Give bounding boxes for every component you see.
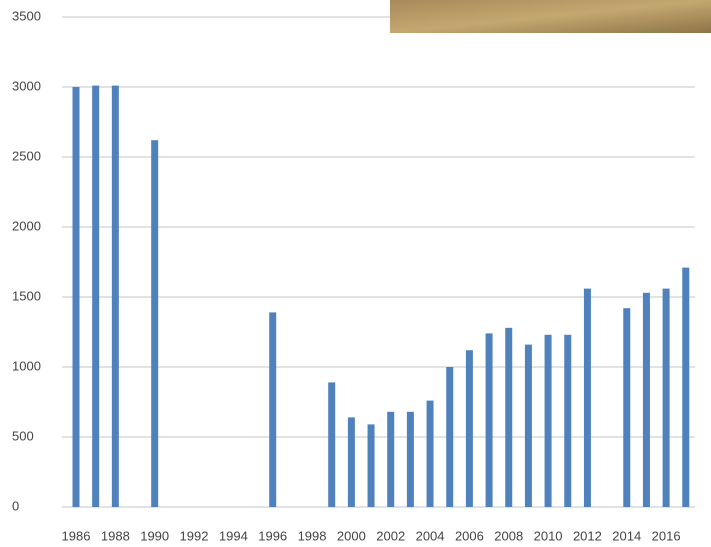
x-tick-label: 2008 <box>494 528 523 543</box>
bar <box>662 288 670 507</box>
bar <box>682 267 690 507</box>
bar <box>446 367 454 507</box>
y-tick-label: 3000 <box>12 78 41 93</box>
x-tick-label: 2004 <box>416 528 445 543</box>
x-tick-label: 1994 <box>219 528 248 543</box>
x-tick-label: 2014 <box>612 528 641 543</box>
bar <box>269 312 277 507</box>
x-tick-label: 2016 <box>652 528 681 543</box>
bar <box>583 288 591 507</box>
bar <box>387 411 395 507</box>
y-tick-label: 1000 <box>12 358 41 373</box>
y-tick-label: 500 <box>12 428 34 443</box>
bar <box>524 344 532 507</box>
x-tick-label: 1986 <box>62 528 91 543</box>
bar <box>544 334 552 507</box>
bar <box>465 350 473 507</box>
bar <box>505 327 513 507</box>
bar <box>328 382 336 507</box>
bar <box>151 140 159 507</box>
x-tick-label: 2002 <box>376 528 405 543</box>
bar <box>485 333 493 507</box>
x-tick-label: 2012 <box>573 528 602 543</box>
bar <box>347 417 355 507</box>
photo <box>390 0 711 33</box>
bar <box>111 85 119 507</box>
x-tick-label: 1992 <box>180 528 209 543</box>
bar <box>367 424 375 507</box>
y-tick-label: 0 <box>12 498 19 513</box>
y-tick-label: 2000 <box>12 218 41 233</box>
bar <box>564 334 572 507</box>
bar <box>642 292 650 507</box>
x-tick-label: 1998 <box>298 528 327 543</box>
y-tick-label: 3500 <box>12 8 41 23</box>
x-tick-label: 1988 <box>101 528 130 543</box>
bar <box>72 87 80 507</box>
x-tick-label: 2000 <box>337 528 366 543</box>
x-tick-label: 2010 <box>534 528 563 543</box>
bar <box>92 85 100 507</box>
bar <box>623 308 631 507</box>
x-tick-label: 1996 <box>258 528 287 543</box>
y-tick-label: 1500 <box>12 288 41 303</box>
bar <box>426 400 434 507</box>
y-tick-label: 2500 <box>12 148 41 163</box>
bar <box>406 411 414 507</box>
x-tick-label: 2006 <box>455 528 484 543</box>
x-tick-label: 1990 <box>140 528 169 543</box>
